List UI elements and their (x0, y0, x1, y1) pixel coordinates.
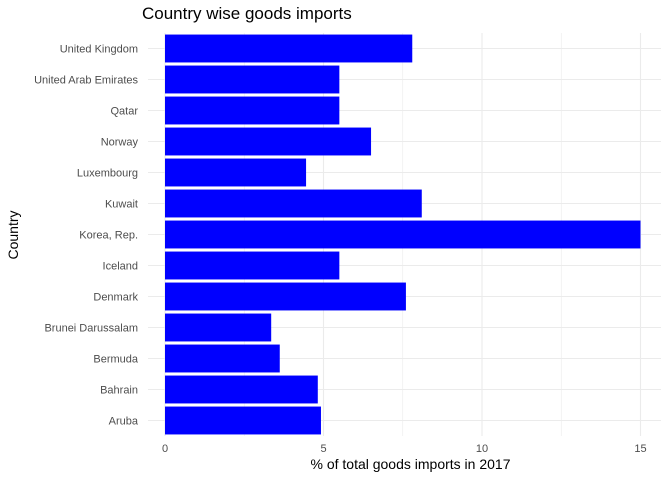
y-tick-label: Bahrain (100, 385, 138, 397)
y-tick-label: Qatar (110, 106, 138, 118)
x-axis-label: % of total goods imports in 2017 (310, 456, 511, 472)
y-tick-label: United Arab Emirates (34, 75, 138, 87)
y-tick-label: Luxembourg (77, 168, 138, 180)
bar-iceland (165, 251, 340, 280)
y-tick-label: Brunei Darussalam (44, 323, 138, 335)
y-tick-label: Aruba (109, 416, 139, 428)
bar-denmark (165, 282, 406, 311)
y-tick-label: Kuwait (105, 199, 138, 211)
x-tick-label: 15 (634, 443, 646, 455)
bars (165, 34, 641, 435)
x-tick-label: 5 (320, 443, 326, 455)
bar-bahrain (165, 375, 318, 404)
bar-luxembourg (165, 158, 307, 187)
chart-title: Country wise goods imports (142, 4, 352, 23)
bar-qatar (165, 96, 340, 125)
bar-aruba (165, 406, 321, 435)
bar-united-arab-emirates (165, 65, 340, 94)
y-tick-label: Korea, Rep. (79, 230, 138, 242)
y-tick-label: Denmark (93, 292, 138, 304)
bar-norway (165, 127, 372, 156)
y-tick-label: Norway (101, 137, 139, 149)
bar-brunei-darussalam (165, 313, 272, 342)
bar-bermuda (165, 344, 280, 373)
y-tick-label: Bermuda (93, 354, 139, 366)
y-tick-label: Iceland (103, 261, 138, 273)
x-tick-label: 10 (476, 443, 488, 455)
bar-korea-rep (165, 220, 641, 249)
y-tick-label: United Kingdom (60, 44, 138, 56)
bar-kuwait (165, 189, 422, 218)
bar-united-kingdom (165, 34, 413, 63)
x-tick-labels: 0 5 10 15 (162, 443, 647, 455)
y-tick-labels: United Kingdom United Arab Emirates Qatar N… (34, 44, 139, 428)
x-tick-label: 0 (162, 443, 168, 455)
